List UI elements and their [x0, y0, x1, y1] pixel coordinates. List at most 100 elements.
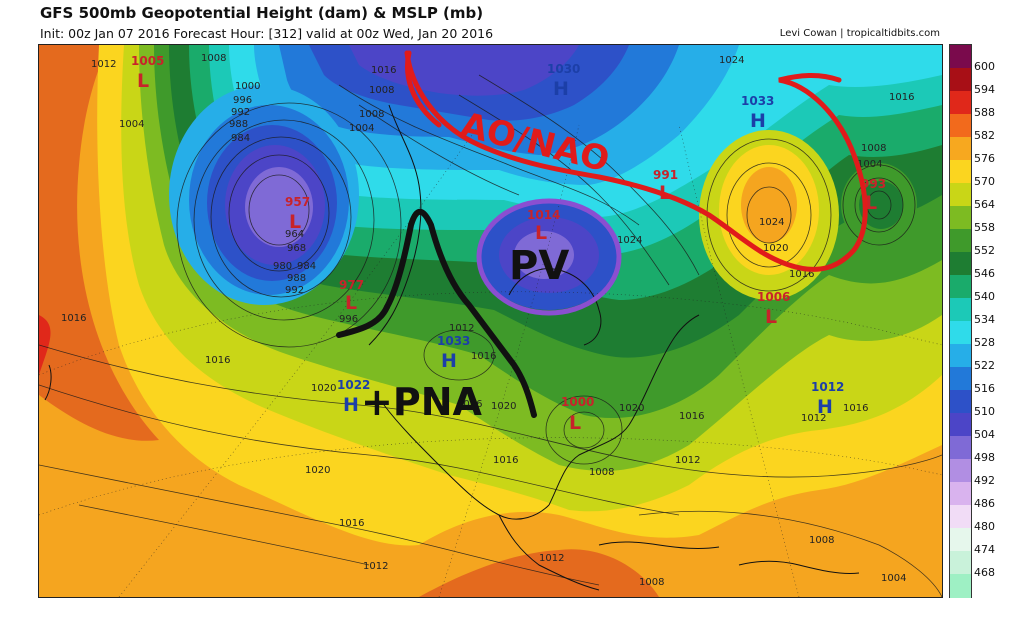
high-center-letter: H — [343, 394, 359, 416]
pna-ridge-left — [336, 304, 390, 338]
isobar-label: 1012 — [449, 323, 474, 334]
credit-text: Levi Cowan | tropicaltidbits.com — [779, 28, 940, 39]
high-center-value: 1022 — [337, 378, 370, 392]
isobar-label: 984 — [297, 261, 316, 272]
low-center-value: 993 — [861, 177, 886, 191]
low-center-value: 1006 — [757, 290, 790, 304]
coastlines — [44, 104, 860, 591]
low-center-letter: L — [345, 292, 357, 314]
colorbar-swatch — [950, 298, 971, 322]
isobar-label: 1016 — [371, 65, 396, 76]
isobar-label: 964 — [285, 229, 304, 240]
colorbar-label: 564 — [974, 198, 995, 211]
isobar-label: 1008 — [359, 109, 384, 120]
isobar-label: 1016 — [457, 399, 482, 410]
isobar-label: 1024 — [617, 235, 642, 246]
trough-498 — [245, 167, 313, 247]
band-588-left — [39, 315, 51, 375]
high-center-letter: H — [441, 350, 457, 372]
pna-label: +PNA — [361, 380, 482, 424]
ao-nao-outline-left — [405, 50, 442, 128]
isobar-label: 1020 — [305, 465, 330, 476]
isobar-lines — [39, 74, 942, 597]
low-center-letter: L — [765, 306, 777, 328]
isobar-label: 988 — [229, 119, 248, 130]
colorbar-label: 510 — [974, 405, 995, 418]
isobar-label: 996 — [233, 95, 252, 106]
low-center-letter: L — [535, 222, 547, 244]
colorbar-label: 576 — [974, 152, 995, 165]
low-center-letter: L — [137, 70, 149, 92]
high-center-letter: H — [553, 78, 569, 100]
ridge-576 — [741, 167, 797, 243]
isobar-label: 1016 — [679, 411, 704, 422]
colorbar-label: 594 — [974, 83, 995, 96]
colorbar-label: 492 — [974, 474, 995, 487]
isobar-label: 988 — [287, 273, 306, 284]
high-center-value: 1030 — [547, 62, 580, 76]
high-center-value: 1033 — [437, 334, 470, 348]
colorbar-label: 474 — [974, 543, 995, 556]
isobar-label: 1020 — [619, 403, 644, 414]
colorbar-label: 516 — [974, 382, 995, 395]
isobar-label: 1012 — [363, 561, 388, 572]
colorbar-label: 468 — [974, 566, 995, 579]
colorbar-label: 558 — [974, 221, 995, 234]
low-center-value: 957 — [285, 195, 310, 209]
colorbar-swatch — [950, 160, 971, 184]
colorbar-swatch — [950, 413, 971, 437]
isobar-label: 1012 — [91, 59, 116, 70]
colorbar-label: 522 — [974, 359, 995, 372]
isobar-label: 1016 — [339, 518, 364, 529]
isobar-label: 1008 — [639, 577, 664, 588]
isobar-label: 1024 — [719, 55, 744, 66]
pv-circle — [476, 198, 622, 316]
isobar-label: 1016 — [205, 355, 230, 366]
isobar-label: 1016 — [889, 92, 914, 103]
low-center-letter: L — [289, 211, 301, 233]
high-center-letter: H — [750, 110, 766, 132]
colorbar-swatch — [950, 551, 971, 575]
colorbar-label: 588 — [974, 106, 995, 119]
isobar-label: 1004 — [119, 119, 144, 130]
colorbar-swatch — [950, 482, 971, 506]
colorbar-label: 480 — [974, 520, 995, 533]
low-center-value: 1005 — [131, 54, 164, 68]
isobar-label: 1024 — [759, 217, 784, 228]
pv-label: PV — [509, 243, 569, 289]
isobar-label: 1008 — [861, 143, 886, 154]
colorbar-label: 498 — [974, 451, 995, 464]
isobar-label: 1008 — [589, 467, 614, 478]
isobar-label: 996 — [339, 314, 358, 325]
isobar-label: 1020 — [491, 401, 516, 412]
colorbar-swatch — [950, 45, 971, 69]
isobar-label: 1012 — [801, 413, 826, 424]
isobar-label: 1004 — [881, 573, 906, 584]
isobar-label: 1004 — [857, 159, 882, 170]
high-center-value: 1033 — [741, 94, 774, 108]
colorbar-swatch — [950, 390, 971, 414]
ao-nao-outline — [404, 50, 868, 272]
map-title: GFS 500mb Geopotential Height (dam) & MS… — [40, 4, 484, 22]
colorbar-swatch — [950, 68, 971, 92]
isobar-label: 1000 — [235, 81, 260, 92]
colorbar-label: 540 — [974, 290, 995, 303]
height-field-map: 1012 1008 1004 1008 1016 1008 1004 1000 … — [39, 45, 942, 597]
high-center-value: 1012 — [811, 380, 844, 394]
isobar-label: 992 — [285, 285, 304, 296]
low-center-value: 991 — [653, 168, 678, 182]
colorbar-label: 504 — [974, 428, 995, 441]
colorbar-swatch — [950, 528, 971, 552]
isobar-label: 992 — [231, 107, 250, 118]
low-center-letter: L — [865, 192, 877, 214]
isobar-label: 1008 — [201, 53, 226, 64]
high-center-letter: H — [817, 396, 833, 418]
isobar-label: 1016 — [61, 313, 86, 324]
colorbar-swatch — [950, 183, 971, 207]
colorbar-swatch — [950, 252, 971, 276]
isobar-label: 1004 — [349, 123, 374, 134]
colorbar-label: 528 — [974, 336, 995, 349]
low-center-letter: L — [569, 412, 581, 434]
colorbar-swatch — [950, 574, 971, 598]
colorbar-swatch — [950, 505, 971, 529]
